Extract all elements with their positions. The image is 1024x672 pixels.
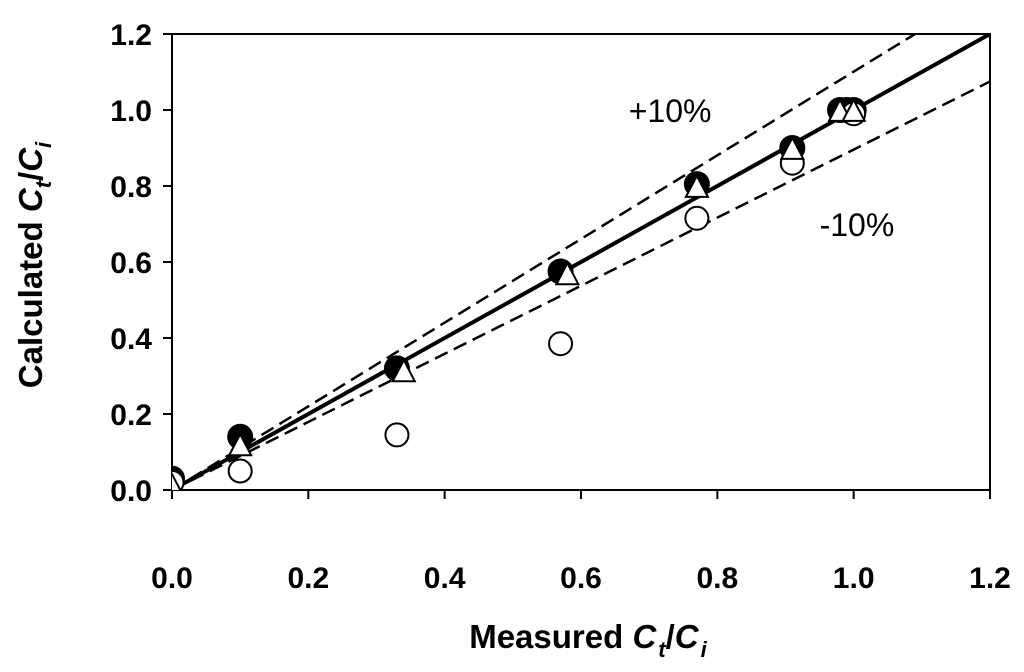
point-open-triangles: [684, 173, 710, 198]
y-tick-label: 0.6: [110, 247, 152, 280]
reference-line-plus10-line: [172, 34, 916, 490]
point-open-triangles: [554, 261, 581, 286]
x-tick-label: 0.2: [287, 562, 329, 595]
x-axis-title-c1: C: [632, 618, 657, 655]
x-axis-title-slash: /: [666, 618, 675, 655]
y-tick-label: 0.4: [110, 323, 152, 356]
reference-line-1-1-line: [172, 34, 990, 490]
y-axis-title-sub2: i: [31, 141, 56, 148]
point-open-circles: [384, 422, 410, 448]
x-tick-label: 1.0: [833, 562, 875, 595]
x-tick-label: 0.0: [151, 562, 193, 595]
svg-text:Measured Ct/Ci: Measured Ct/Ci: [469, 618, 707, 662]
reference-line-minus10-line: [172, 80, 990, 490]
y-tick-label: 0.2: [110, 399, 152, 432]
point-open-triangles: [841, 97, 867, 122]
point-open-circles: [227, 458, 253, 484]
y-axis-title-slash: /: [12, 172, 49, 181]
y-axis-title-main: Calculated: [12, 212, 49, 388]
point-open-triangles: [391, 358, 417, 383]
y-axis-title: Calculated Ct/Ci: [12, 141, 56, 388]
y-tick-label: 1.0: [110, 95, 152, 128]
y-axis-title-sub1: t: [31, 179, 56, 188]
y-tick-label: 0.0: [110, 475, 152, 508]
y-axis-title-c1: C: [12, 187, 49, 212]
annotation-label: +10%: [629, 93, 712, 129]
x-axis-title-main: Measured: [469, 618, 632, 655]
x-tick-label: 1.2: [969, 562, 1011, 595]
point-open-triangles: [779, 135, 805, 160]
x-tick-label: 0.8: [696, 562, 738, 595]
plot-area: [172, 34, 990, 490]
x-tick-label: 0.6: [560, 562, 602, 595]
y-tick-label: 1.2: [110, 19, 152, 52]
plot-layer: 0.0 0.2 0.4 0.6 0.8 1.0 1.2 0.0 0.2 0.4 0.6 0.8 1.0 1…: [110, 19, 1011, 595]
x-axis-title: Measured Ct/Ci: [469, 618, 707, 662]
svg-text:Calculated Ct/Ci: Calculated Ct/Ci: [12, 141, 56, 388]
point-open-triangles: [227, 432, 253, 457]
x-tick-label: 0.4: [424, 562, 466, 595]
x-axis-title-sub1: t: [658, 637, 667, 662]
point-open-circles: [684, 205, 710, 231]
point-open-triangles: [172, 472, 182, 490]
y-axis-title-c2: C: [12, 147, 49, 172]
point-open-circles: [548, 331, 574, 357]
y-tick-label: 0.8: [110, 171, 152, 204]
x-axis-title-c2: C: [675, 618, 700, 655]
annotation-label: -10%: [820, 207, 895, 243]
x-axis-title-sub2: i: [701, 637, 708, 662]
